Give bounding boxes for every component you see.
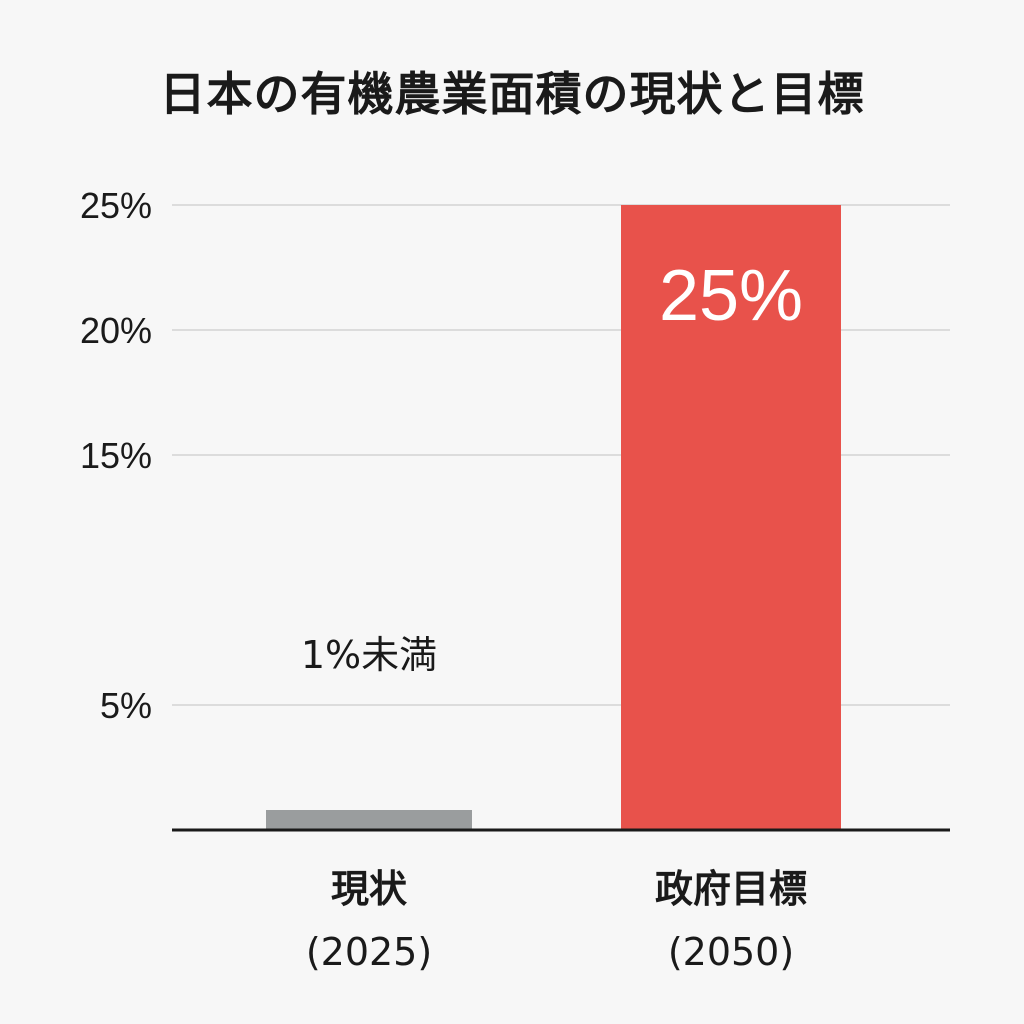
x-category-sublabel: (2025) bbox=[306, 930, 432, 974]
data-label: 1%未満 bbox=[301, 633, 437, 677]
y-tick-label: 15% bbox=[80, 435, 152, 476]
x-category-label: 現状 bbox=[331, 867, 408, 911]
bar-1 bbox=[266, 810, 472, 830]
bar-2 bbox=[621, 205, 841, 830]
y-tick-label: 25% bbox=[80, 185, 152, 226]
x-category-label: 政府目標 bbox=[655, 867, 807, 911]
y-tick-label: 20% bbox=[80, 310, 152, 351]
x-category-sublabel: (2050) bbox=[668, 930, 794, 974]
data-label: 25% bbox=[659, 256, 803, 336]
chart-title: 日本の有機農業面積の現状と目標 bbox=[159, 67, 865, 121]
y-tick-label: 5% bbox=[100, 685, 152, 726]
